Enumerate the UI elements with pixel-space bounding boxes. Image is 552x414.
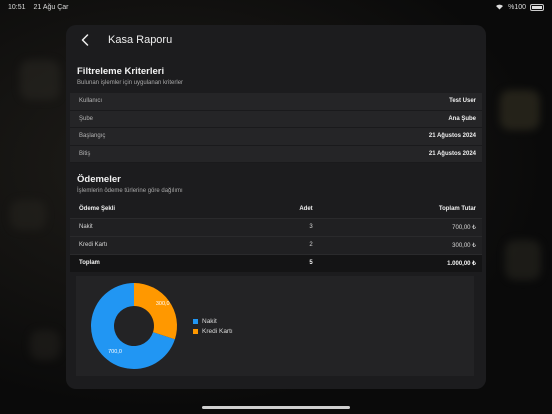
payments-subtitle: İşlemlerin ödeme türlerine göre dağılımı bbox=[77, 188, 183, 194]
filter-key: Başlangıç bbox=[79, 133, 106, 140]
filters-title: Filtreleme Kriterleri bbox=[77, 66, 165, 77]
row-total: 300,00 ₺ bbox=[318, 235, 482, 254]
status-date: 21 Ağu Çar bbox=[33, 3, 69, 11]
legend-label: Kredi Kartı bbox=[202, 327, 233, 335]
payment-donut-chart: 700,0 300,0 Nakit Kredi Kartı bbox=[76, 276, 474, 376]
filter-row-start: Başlangıç 21 Ağustos 2024 bbox=[70, 128, 482, 146]
row-count: 3 bbox=[229, 217, 319, 236]
header-count: Adet bbox=[229, 200, 319, 218]
filter-row-end: Bitiş 21 Ağustos 2024 bbox=[70, 145, 482, 163]
payments-title: Ödemeler bbox=[77, 174, 121, 185]
back-button[interactable] bbox=[76, 31, 94, 49]
header-total: Toplam Tutar bbox=[318, 200, 482, 218]
slice-label: 700,0 bbox=[108, 349, 122, 355]
table-header-row: Ödeme Şekli Adet Toplam Tutar bbox=[70, 200, 482, 218]
table-row: Nakit 3 700,00 ₺ bbox=[70, 217, 482, 236]
filter-row-branch: Şube Ana Şube bbox=[70, 110, 482, 128]
legend-item: Nakit bbox=[193, 316, 233, 326]
nav-bar: Kasa Raporu bbox=[66, 25, 486, 55]
battery-icon bbox=[530, 3, 544, 11]
pie-slice-nakit bbox=[91, 283, 175, 369]
chevron-left-icon bbox=[81, 34, 89, 46]
legend-swatch bbox=[193, 318, 198, 324]
legend-item: Kredi Kartı bbox=[193, 326, 233, 336]
status-time: 10:51 bbox=[8, 3, 26, 11]
total-amount: 1.000,00 ₺ bbox=[318, 253, 482, 272]
legend-label: Nakit bbox=[202, 317, 217, 325]
slice-label: 300,0 bbox=[156, 301, 170, 307]
total-label: Toplam bbox=[70, 253, 230, 272]
legend-swatch bbox=[193, 328, 198, 334]
report-sheet: Kasa Raporu Filtreleme Kriterleri Buluna… bbox=[66, 25, 486, 389]
total-count: 5 bbox=[229, 253, 319, 272]
row-method: Nakit bbox=[70, 217, 230, 236]
header-method: Ödeme Şekli bbox=[70, 200, 230, 218]
page-title: Kasa Raporu bbox=[108, 34, 173, 46]
battery-percent: %100 bbox=[508, 3, 526, 11]
chart-legend: Nakit Kredi Kartı bbox=[193, 316, 233, 336]
filters-list: Kullanıcı Test User Şube Ana Şube Başlan… bbox=[70, 93, 482, 163]
row-total: 700,00 ₺ bbox=[318, 217, 482, 236]
filter-row-user: Kullanıcı Test User bbox=[70, 93, 482, 111]
row-method: Kredi Kartı bbox=[70, 235, 230, 254]
filter-key: Kullanıcı bbox=[79, 98, 103, 105]
payments-table: Ödeme Şekli Adet Toplam Tutar Nakit 3 70… bbox=[70, 200, 482, 272]
status-bar: 10:51 21 Ağu Çar %100 bbox=[0, 0, 552, 14]
filter-value: 21 Ağustos 2024 bbox=[428, 133, 476, 140]
filter-key: Şube bbox=[79, 115, 94, 122]
filters-subtitle: Bulunan işlemler için uygulanan kriterle… bbox=[77, 80, 184, 86]
table-total-row: Toplam 5 1.000,00 ₺ bbox=[70, 253, 482, 272]
filter-value: Ana Şube bbox=[448, 115, 476, 122]
pie-slice-kredi-kartı bbox=[134, 283, 177, 340]
row-count: 2 bbox=[229, 235, 319, 254]
donut-svg: 700,0 300,0 bbox=[91, 283, 177, 369]
table-row: Kredi Kartı 2 300,00 ₺ bbox=[70, 235, 482, 254]
wifi-icon bbox=[495, 3, 504, 12]
filter-key: Bitiş bbox=[79, 150, 91, 157]
home-indicator[interactable] bbox=[202, 406, 350, 409]
filter-value: 21 Ağustos 2024 bbox=[428, 150, 476, 157]
filter-value: Test User bbox=[449, 98, 476, 105]
